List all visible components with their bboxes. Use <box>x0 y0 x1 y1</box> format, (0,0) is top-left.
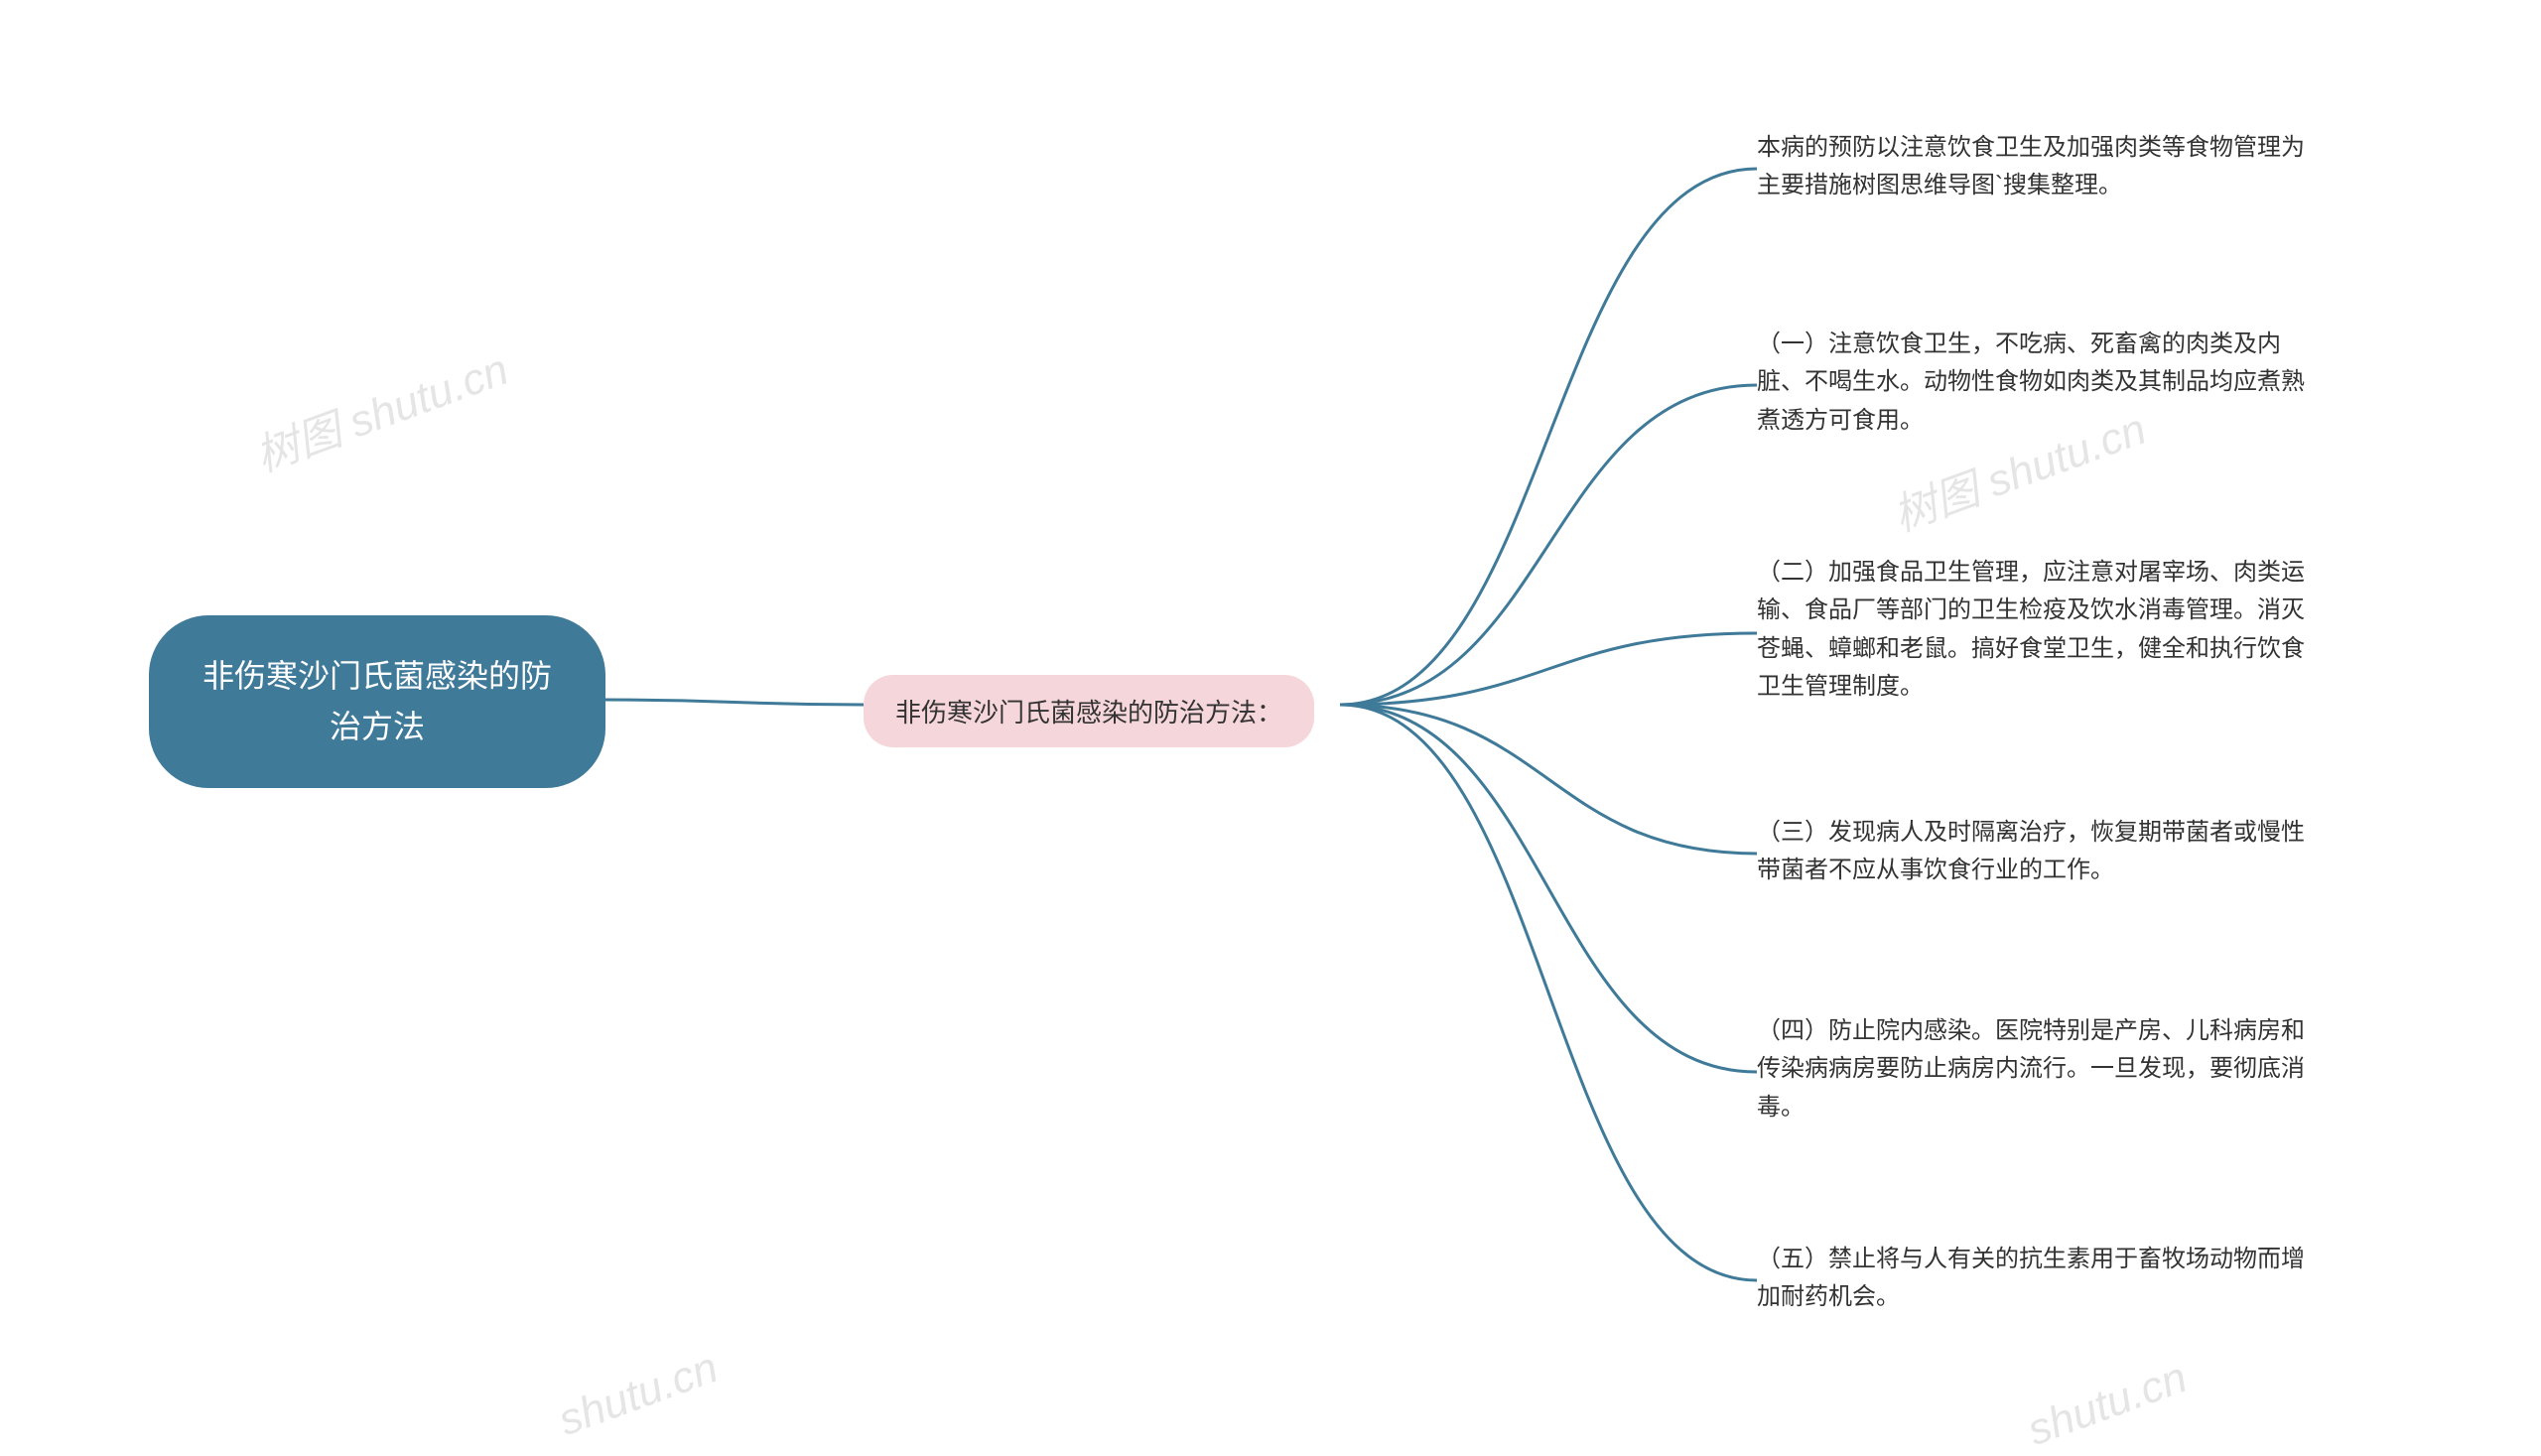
leaf-text: （四）防止院内感染。医院特别是产房、儿科病房和传染病病房要防止病房内流行。一旦发… <box>1757 1017 2305 1121</box>
leaf-text: （三）发现病人及时隔离治疗，恢复期带菌者或慢性带菌者不应从事饮食行业的工作。 <box>1757 819 2305 883</box>
leaf-node: （四）防止院内感染。医院特别是产房、儿科病房和传染病病房要防止病房内流行。一旦发… <box>1757 1012 2313 1126</box>
watermark: shutu.cn <box>2021 1353 2193 1456</box>
leaf-node: （五）禁止将与人有关的抗生素用于畜牧场动物而增加耐药机会。 <box>1757 1241 2313 1317</box>
watermark: shutu.cn <box>552 1343 724 1446</box>
root-node: 非伤寒沙门氏菌感染的防治方法 <box>149 615 605 788</box>
leaf-text: （一）注意饮食卫生，不吃病、死畜禽的肉类及内脏、不喝生水。动物性食物如肉类及其制… <box>1757 331 2305 434</box>
watermark-text: 树图 shutu.cn <box>249 345 514 481</box>
watermark-text: shutu.cn <box>2021 1353 2193 1455</box>
leaf-node: （一）注意饮食卫生，不吃病、死畜禽的肉类及内脏、不喝生水。动物性食物如肉类及其制… <box>1757 326 2313 440</box>
leaf-text: （五）禁止将与人有关的抗生素用于畜牧场动物而增加耐药机会。 <box>1757 1246 2305 1310</box>
leaf-node: 本病的预防以注意饮食卫生及加强肉类等食物管理为主要措施树图思维导图`搜集整理。 <box>1757 129 2313 205</box>
watermark: 树图 shutu.cn <box>245 333 515 483</box>
leaf-text: （二）加强食品卫生管理，应注意对屠宰场、肉类运输、食品厂等部门的卫生检疫及饮水消… <box>1757 559 2305 700</box>
root-text: 非伤寒沙门氏菌感染的防治方法 <box>202 658 552 744</box>
leaf-node: （二）加强食品卫生管理，应注意对屠宰场、肉类运输、食品厂等部门的卫生检疫及饮水消… <box>1757 554 2313 707</box>
leaf-node: （三）发现病人及时隔离治疗，恢复期带菌者或慢性带菌者不应从事饮食行业的工作。 <box>1757 814 2313 890</box>
watermark-text: shutu.cn <box>552 1343 724 1445</box>
sub-node: 非伤寒沙门氏菌感染的防治方法： <box>864 675 1314 747</box>
leaf-text: 本病的预防以注意饮食卫生及加强肉类等食物管理为主要措施树图思维导图`搜集整理。 <box>1757 134 2305 199</box>
sub-text: 非伤寒沙门氏菌感染的防治方法： <box>895 698 1282 728</box>
